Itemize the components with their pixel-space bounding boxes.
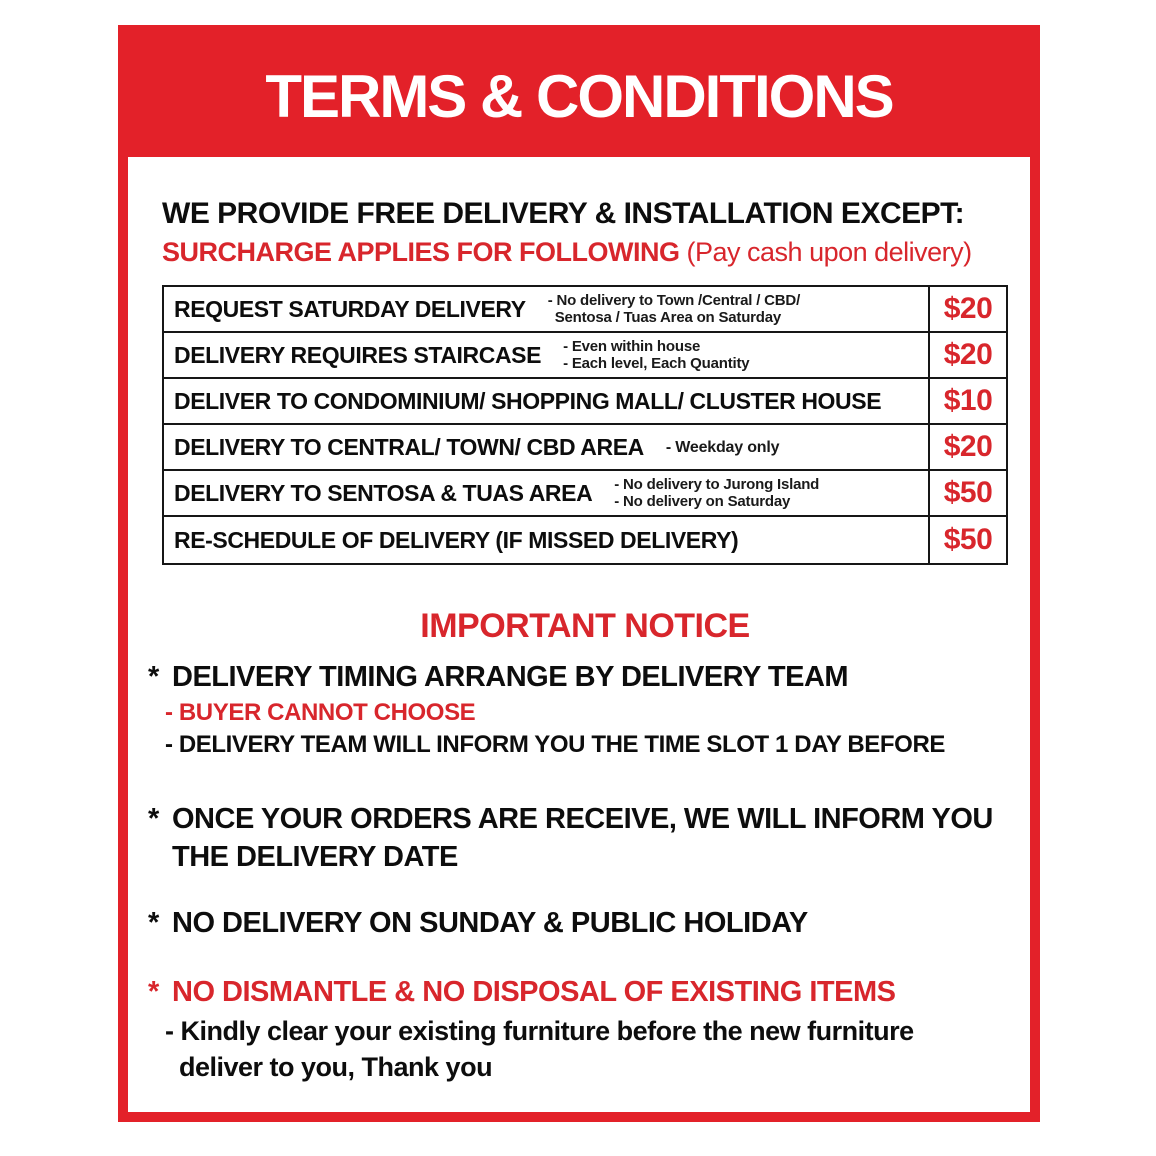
asterisk-bullet: *	[148, 803, 159, 835]
surcharge-note: - Even within house - Each level, Each Qu…	[563, 338, 750, 372]
notice-item-orders: * ONCE YOUR ORDERS ARE RECEIVE, WE WILL I…	[148, 800, 1008, 876]
surcharge-heading-paren: (Pay cash upon delivery)	[686, 237, 973, 267]
notice-sub-kindly-clear: - Kindly clear your existing furniture b…	[148, 1013, 1008, 1085]
notice-item-text: NO DISMANTLE & NO DISPOSAL OF EXISTING I…	[172, 976, 896, 1008]
content-area: WE PROVIDE FREE DELIVERY & INSTALLATION …	[128, 197, 1030, 1085]
notice-sub-line1: - Kindly clear your existing furniture b…	[165, 1016, 914, 1046]
surcharge-note-line1: - No delivery to Jurong Island	[614, 476, 820, 493]
surcharge-row-main: DELIVER TO CONDOMINIUM/ SHOPPING MALL/ C…	[164, 379, 928, 423]
notice-item-line2: THE DELIVERY DATE	[172, 841, 458, 873]
notice-item-text: DELIVERY TIMING ARRANGE BY DELIVERY TEAM	[172, 661, 849, 693]
notice-list: * DELIVERY TIMING ARRANGE BY DELIVERY TEA…	[148, 658, 1008, 1085]
surcharge-note-line2: - No delivery on Saturday	[614, 493, 791, 510]
surcharge-row-main: DELIVERY TO SENTOSA & TUAS AREA - No del…	[164, 471, 928, 515]
surcharge-label: DELIVERY REQUIRES STAIRCASE	[174, 341, 542, 368]
surcharge-row-main: RE-SCHEDULE OF DELIVERY (IF MISSED DELIV…	[164, 517, 928, 563]
asterisk-bullet: *	[148, 907, 159, 939]
surcharge-label: DELIVERY TO CENTRAL/ TOWN/ CBD AREA	[174, 433, 644, 460]
surcharge-price: $50	[928, 517, 1006, 563]
notice-item-timing: * DELIVERY TIMING ARRANGE BY DELIVERY TEA…	[148, 658, 1008, 696]
surcharge-price: $20	[928, 287, 1006, 331]
surcharge-note-line1: - Even within house	[563, 338, 701, 355]
notice-sub-line2: deliver to you, Thank you	[179, 1052, 493, 1082]
surcharge-heading: SURCHARGE APPLIES FOR FOLLOWING (Pay cas…	[162, 237, 1008, 268]
surcharge-note: - Weekday only	[665, 438, 780, 456]
surcharge-row-reschedule: RE-SCHEDULE OF DELIVERY (IF MISSED DELIV…	[164, 517, 1006, 563]
notice-item-sunday: * NO DELIVERY ON SUNDAY & PUBLIC HOLIDAY	[148, 904, 1008, 942]
surcharge-row-main: DELIVERY REQUIRES STAIRCASE - Even withi…	[164, 333, 928, 377]
page-title: TERMS & CONDITIONS	[265, 62, 894, 130]
notice-item-dismantle: * NO DISMANTLE & NO DISPOSAL OF EXISTING …	[148, 973, 1008, 1011]
notice-item-text: NO DELIVERY ON SUNDAY & PUBLIC HOLIDAY	[172, 907, 808, 939]
notice-sub-buyer-cannot-choose: - BUYER CANNOT CHOOSE	[165, 699, 476, 726]
asterisk-bullet: *	[148, 976, 159, 1008]
surcharge-row-sentosa: DELIVERY TO SENTOSA & TUAS AREA - No del…	[164, 471, 1006, 517]
surcharge-row-saturday: REQUEST SATURDAY DELIVERY - No delivery …	[164, 287, 1006, 333]
surcharge-note-line2: - Each level, Each Quantity	[563, 355, 750, 372]
surcharge-price: $20	[928, 425, 1006, 469]
asterisk-bullet: *	[148, 661, 159, 693]
surcharge-row-staircase: DELIVERY REQUIRES STAIRCASE - Even withi…	[164, 333, 1006, 379]
surcharge-heading-bold: SURCHARGE APPLIES FOR FOLLOWING	[162, 237, 680, 267]
surcharge-price: $50	[928, 471, 1006, 515]
surcharge-note: - No delivery to Town /Central / CBD/Sen…	[547, 292, 801, 326]
surcharge-row-main: DELIVERY TO CENTRAL/ TOWN/ CBD AREA - We…	[164, 425, 928, 469]
surcharge-note-line2: Sentosa / Tuas Area on Saturday	[554, 309, 782, 326]
notice-item-line1: ONCE YOUR ORDERS ARE RECEIVE, WE WILL IN…	[172, 803, 993, 835]
surcharge-row-condominium: DELIVER TO CONDOMINIUM/ SHOPPING MALL/ C…	[164, 379, 1006, 425]
notice-sub-time-slot: - DELIVERY TEAM WILL INFORM YOU THE TIME…	[165, 731, 945, 758]
surcharge-note: - No delivery to Jurong Island - No deliv…	[614, 476, 819, 510]
surcharge-price: $10	[928, 379, 1006, 423]
surcharge-price: $20	[928, 333, 1006, 377]
poster-frame: TERMS & CONDITIONS WE PROVIDE FREE DELIV…	[118, 25, 1040, 1122]
important-notice-title: IMPORTANT NOTICE	[420, 607, 750, 645]
intro-heading: WE PROVIDE FREE DELIVERY & INSTALLATION …	[162, 197, 965, 230]
surcharge-table: REQUEST SATURDAY DELIVERY - No delivery …	[162, 285, 1008, 565]
surcharge-row-central: DELIVERY TO CENTRAL/ TOWN/ CBD AREA - We…	[164, 425, 1006, 471]
surcharge-label: DELIVER TO CONDOMINIUM/ SHOPPING MALL/ C…	[174, 387, 882, 414]
surcharge-row-main: REQUEST SATURDAY DELIVERY - No delivery …	[164, 287, 928, 331]
surcharge-label: DELIVERY TO SENTOSA & TUAS AREA	[174, 479, 593, 506]
surcharge-label: REQUEST SATURDAY DELIVERY	[174, 295, 526, 322]
surcharge-label: RE-SCHEDULE OF DELIVERY (IF MISSED DELIV…	[174, 526, 739, 553]
header-band: TERMS & CONDITIONS	[128, 35, 1030, 157]
surcharge-note-line1: - No delivery to Town /Central / CBD/	[547, 292, 801, 309]
